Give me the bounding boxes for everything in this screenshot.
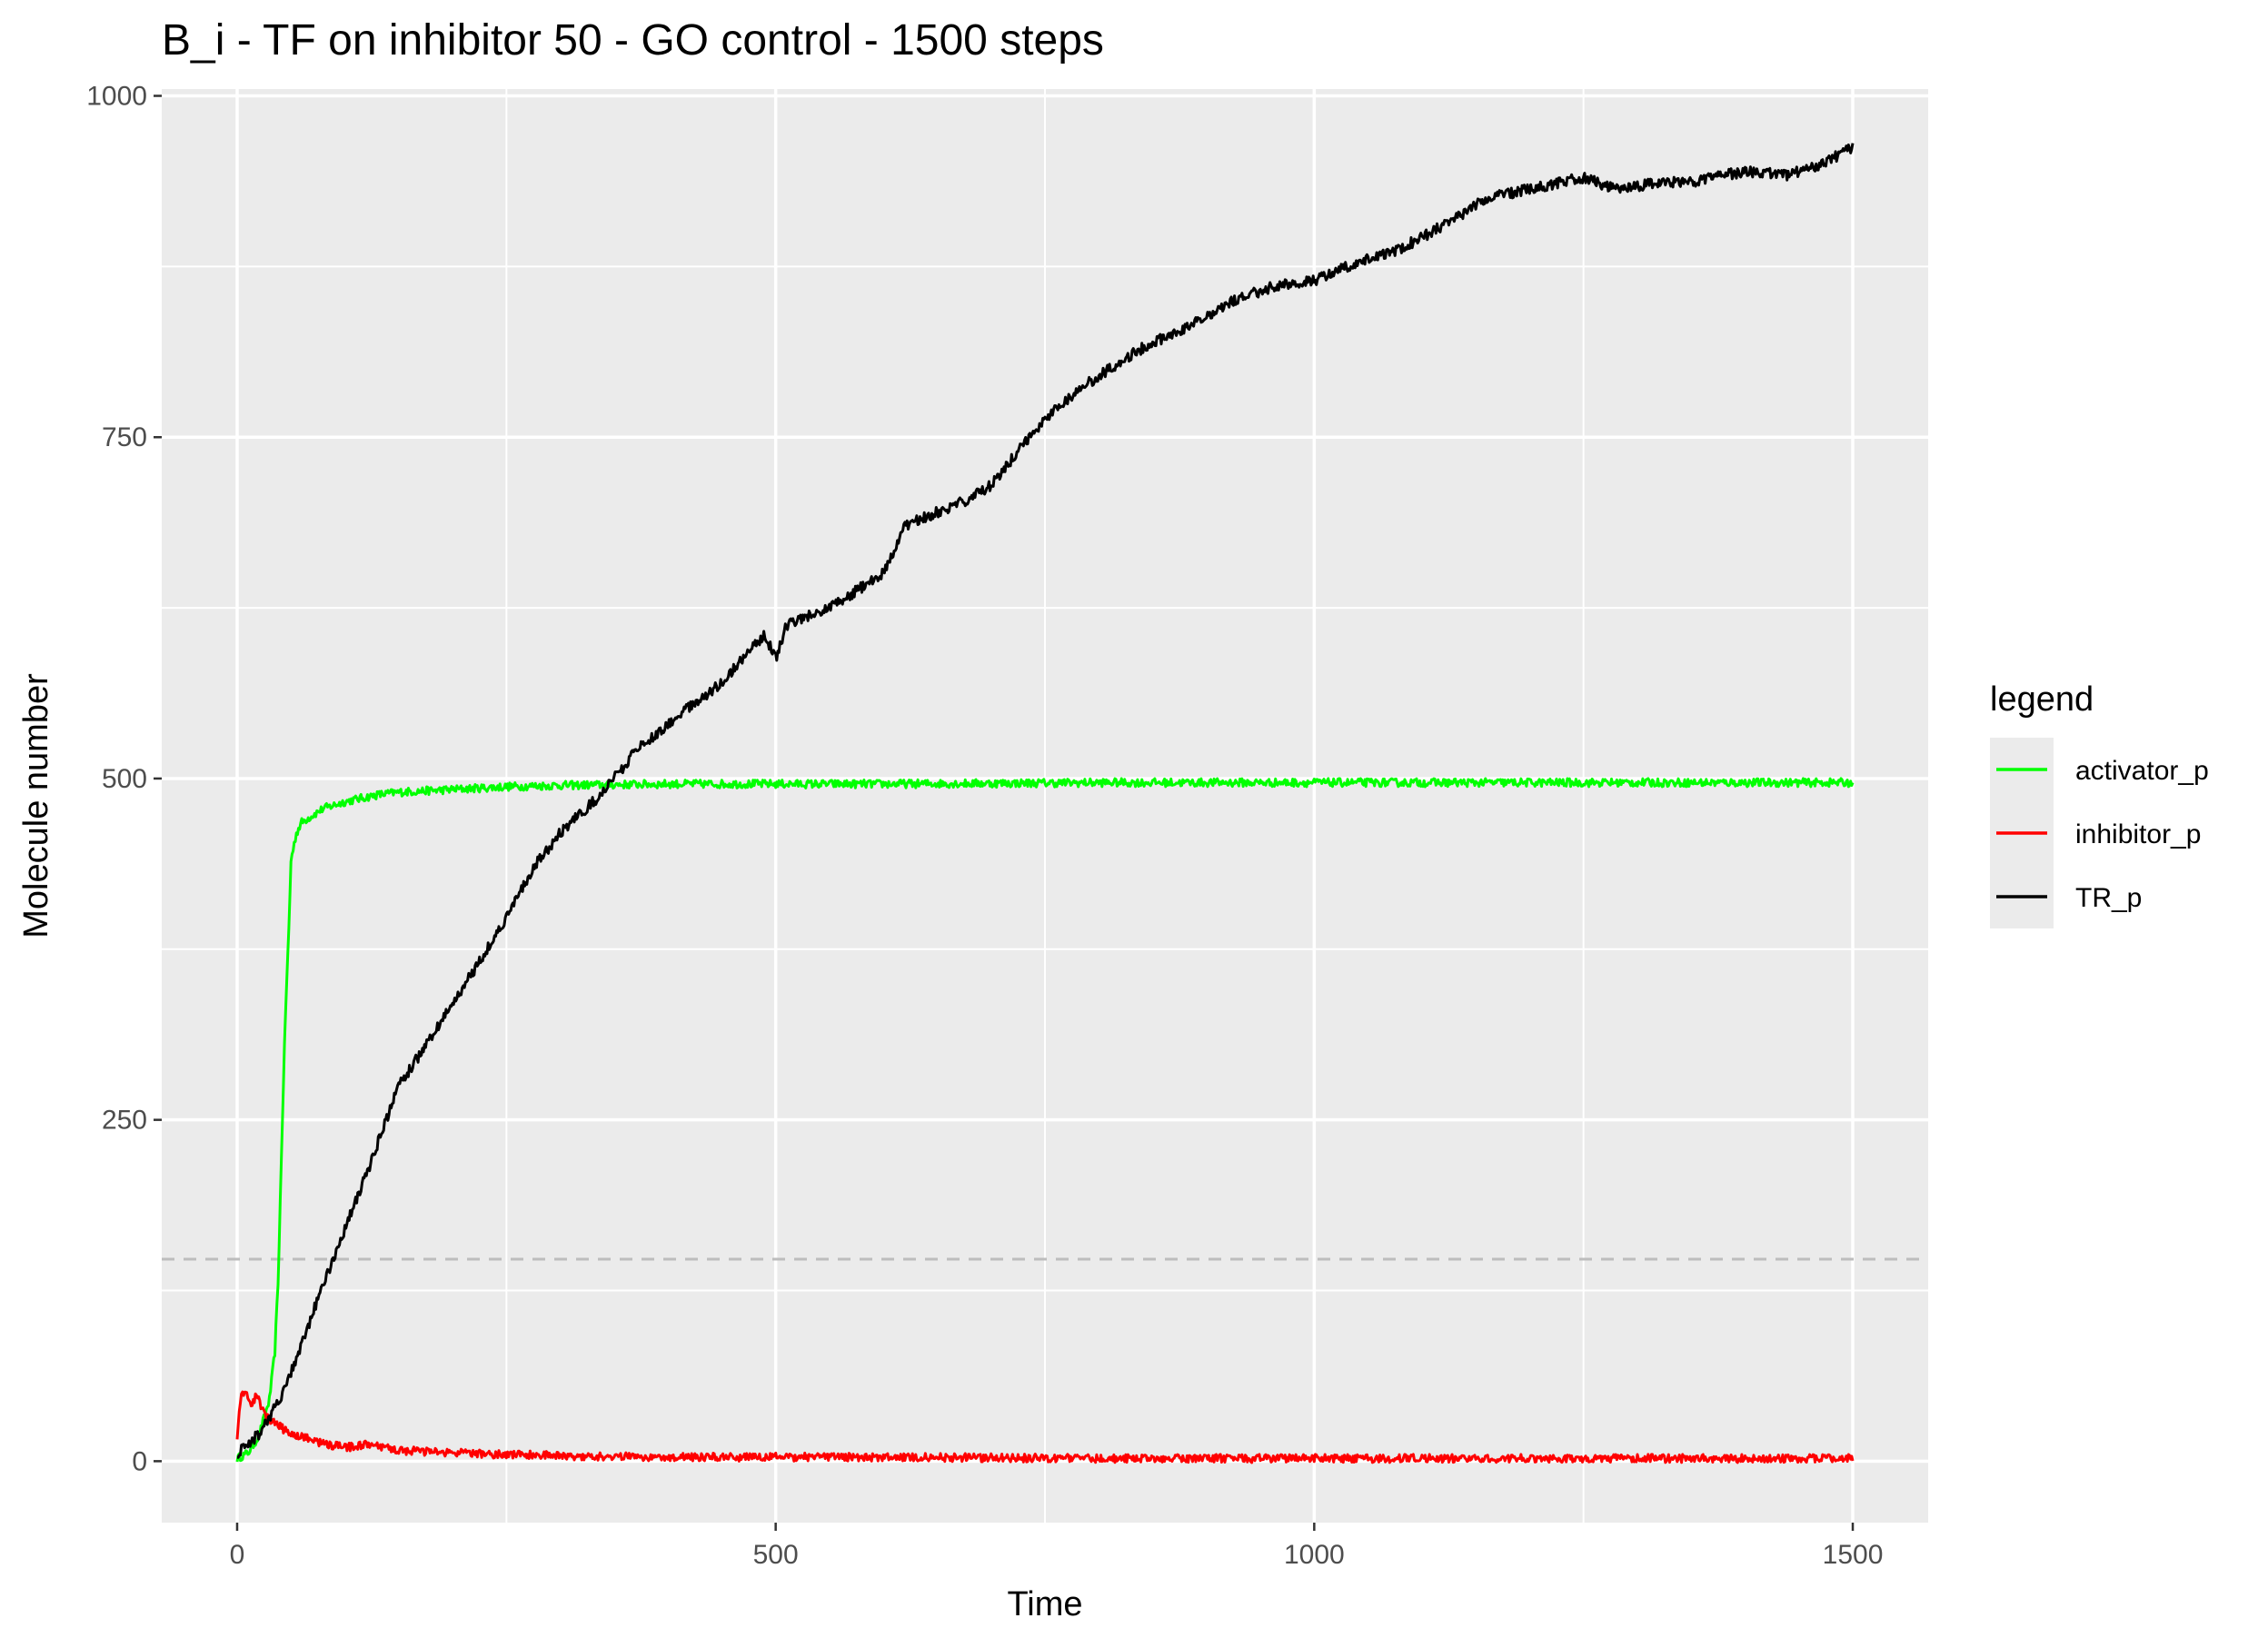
series-line-TR-p xyxy=(236,143,1855,1459)
legend-title: legend xyxy=(1990,680,2094,719)
x-tick-label: 500 xyxy=(753,1540,799,1570)
y-tick-label: 250 xyxy=(102,1106,147,1136)
y-tick-label: 1000 xyxy=(86,82,147,112)
x-tick-label: 1000 xyxy=(1284,1540,1345,1570)
y-axis-title: Molecule number xyxy=(17,673,55,938)
series-layer xyxy=(235,143,1855,1464)
y-tick-label: 0 xyxy=(132,1446,147,1476)
y-tick-label: 500 xyxy=(102,764,147,794)
legend-label: TR_p xyxy=(2075,883,2142,913)
series-line-activator-p xyxy=(235,777,1855,1463)
y-axis-ticks: 0 250 500 750 1000 xyxy=(86,82,162,1476)
x-tick-label: 1500 xyxy=(1823,1540,1884,1570)
x-axis-ticks: 0 500 1000 1500 xyxy=(230,1523,1884,1570)
y-tick-label: 750 xyxy=(102,422,147,452)
legend-label: inhibitor_p xyxy=(2075,819,2201,849)
x-tick-label: 0 xyxy=(230,1540,245,1570)
legend-label: activator_p xyxy=(2075,756,2209,786)
x-axis-title: Time xyxy=(1007,1585,1082,1623)
minor-gridlines xyxy=(162,89,1928,1523)
legend: legend activator_p inhibitor_p TR_p xyxy=(1990,680,2209,928)
chart-title: B_i - TF on inhibitor 50 - GO control - … xyxy=(162,16,1104,65)
series-line-inhibitor-p xyxy=(235,1390,1855,1464)
